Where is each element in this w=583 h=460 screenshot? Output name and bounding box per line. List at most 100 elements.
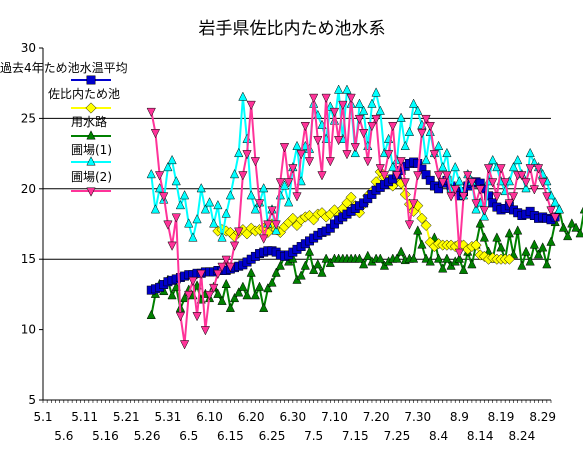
data-point — [150, 204, 161, 214]
series-4 — [146, 93, 560, 350]
data-point — [359, 105, 369, 115]
data-point — [309, 93, 319, 104]
legend-item: 圃場(1) — [71, 143, 112, 166]
data-point — [146, 107, 156, 118]
data-point — [420, 219, 432, 231]
data-point — [192, 214, 202, 224]
data-point — [504, 199, 514, 209]
data-point — [396, 157, 406, 167]
data-point — [450, 161, 460, 172]
data-point — [238, 91, 248, 101]
data-point — [413, 105, 423, 115]
data-point — [229, 241, 240, 251]
data-point — [354, 98, 365, 108]
x-tick-label: 5.21 — [113, 410, 140, 424]
data-point — [546, 206, 556, 216]
data-point — [488, 178, 498, 188]
data-point — [488, 154, 498, 165]
data-point — [475, 218, 485, 228]
data-point — [259, 183, 269, 193]
data-point — [163, 220, 173, 230]
data-point — [213, 199, 223, 210]
legend-marker — [85, 102, 97, 114]
data-point — [408, 253, 419, 263]
data-point — [350, 143, 360, 153]
data-point — [525, 164, 535, 174]
data-point — [234, 227, 244, 237]
data-point — [392, 171, 402, 181]
data-point — [479, 206, 489, 216]
data-point — [521, 246, 531, 256]
data-point — [433, 140, 444, 151]
legend-label: 佐比内ため池 — [48, 87, 120, 101]
data-point — [375, 253, 385, 263]
data-point — [292, 140, 302, 151]
data-point — [238, 171, 248, 181]
x-tick-label: 6.25 — [259, 429, 286, 443]
data-point — [454, 248, 464, 258]
data-point — [500, 178, 510, 188]
data-point — [213, 288, 223, 298]
data-point — [196, 183, 206, 193]
x-tick-label: 8.29 — [529, 410, 556, 424]
data-point — [538, 178, 548, 188]
x-tick-label: 8.4 — [429, 429, 448, 443]
data-point — [254, 281, 265, 291]
data-point — [204, 290, 215, 301]
data-point — [371, 114, 381, 125]
data-point — [217, 232, 227, 242]
y-tick-labels: 5 10 15 20 25 30 — [21, 41, 43, 407]
data-point — [275, 178, 285, 188]
data-point — [221, 255, 231, 265]
data-point — [259, 302, 269, 312]
x-tick-label: 8.9 — [450, 410, 469, 424]
data-point — [304, 157, 315, 167]
y-tick-label: 15 — [21, 252, 36, 266]
data-point — [513, 154, 523, 165]
data-point — [521, 178, 531, 188]
data-point — [363, 157, 373, 167]
x-tick-label: 6.5 — [179, 429, 198, 443]
legend-item: 佐比内ため池 — [48, 87, 120, 114]
data-point — [354, 253, 365, 263]
x-tick-label: 5.16 — [92, 429, 119, 443]
data-point — [359, 259, 369, 269]
data-point — [171, 213, 181, 223]
data-point — [433, 253, 444, 263]
data-point — [508, 192, 519, 202]
data-point — [421, 253, 431, 263]
data-point — [325, 157, 335, 167]
data-point — [242, 150, 252, 160]
data-point — [179, 190, 190, 200]
data-point — [546, 236, 556, 246]
x-tick-label: 5.1 — [33, 410, 52, 424]
legend-label: 圃場(1) — [71, 143, 112, 157]
legend-marker — [86, 187, 96, 197]
x-tick-label: 7.20 — [363, 410, 390, 424]
data-point — [171, 176, 181, 186]
legend-label: 過去4年ため池水温平均 — [0, 61, 128, 75]
legend-item: 用水路 — [71, 114, 111, 140]
data-point — [471, 204, 481, 214]
data-point — [338, 100, 348, 111]
data-point — [287, 212, 299, 224]
data-point — [475, 185, 485, 195]
data-point — [375, 164, 385, 174]
data-point — [471, 199, 481, 209]
data-point — [254, 199, 265, 209]
data-point — [246, 267, 256, 277]
data-point — [538, 242, 548, 252]
legend-marker — [86, 130, 96, 140]
data-point — [467, 259, 477, 269]
data-point — [504, 228, 514, 238]
data-point — [184, 218, 194, 228]
data-point — [300, 260, 310, 270]
y-tick-label: 10 — [21, 323, 36, 337]
data-point — [417, 239, 427, 249]
data-point — [288, 164, 298, 174]
data-point — [150, 129, 161, 139]
data-point — [400, 140, 410, 151]
data-point — [438, 178, 448, 188]
data-point — [196, 269, 206, 280]
data-point — [421, 154, 431, 165]
